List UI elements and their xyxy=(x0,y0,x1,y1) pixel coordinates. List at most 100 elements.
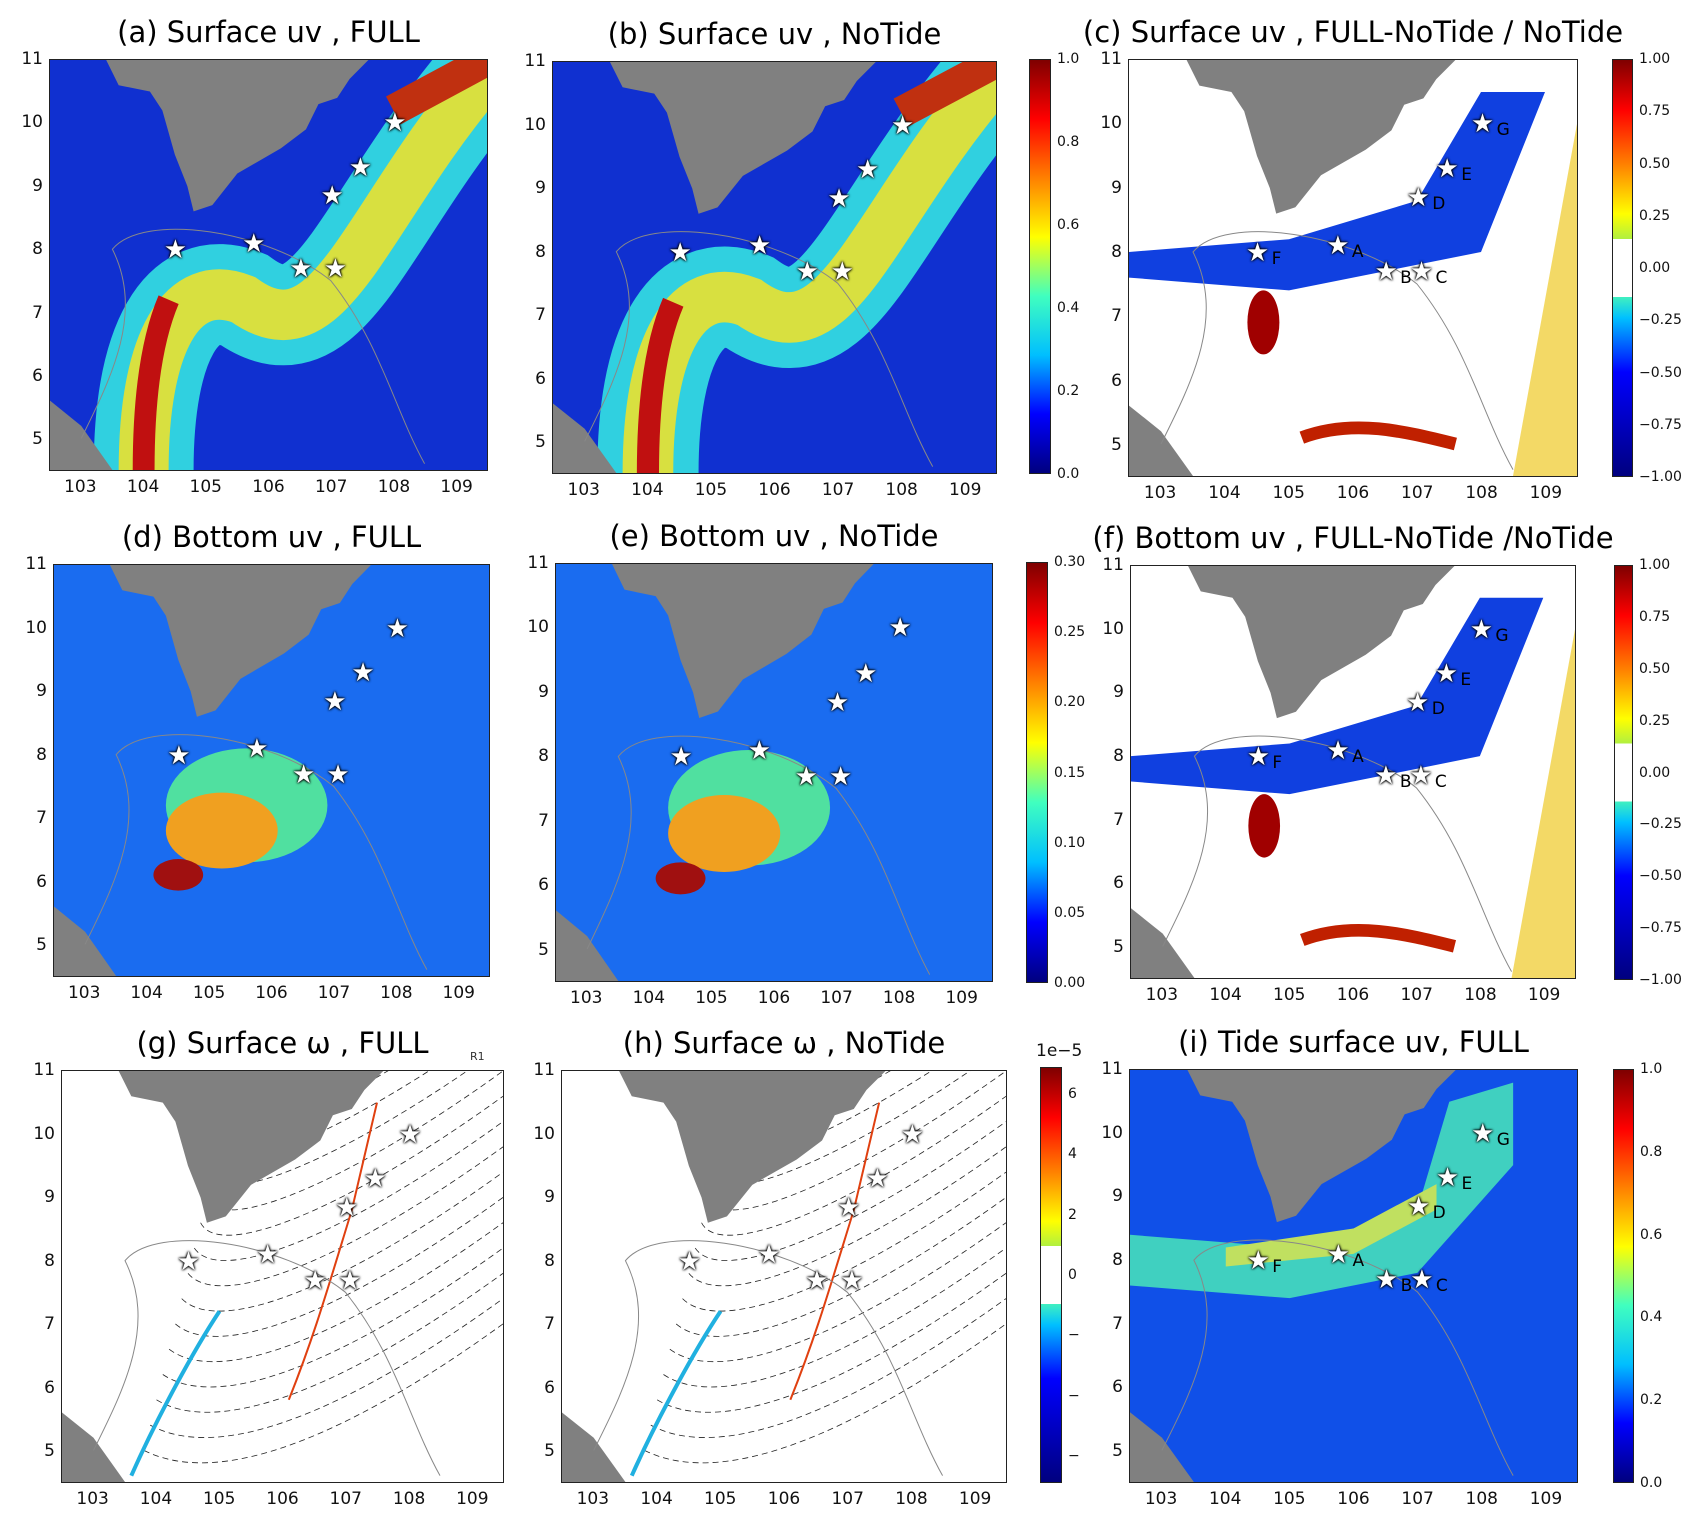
panel-title-c: (c) Surface uv , FULL-NoTide / NoTide xyxy=(1082,15,1624,49)
bathymetry-contour xyxy=(594,1241,943,1476)
lat-tick-label: 6 xyxy=(36,871,47,892)
bathymetry-contour xyxy=(94,1241,441,1476)
lon-tick-label: 103 xyxy=(570,988,603,1008)
vorticity-front xyxy=(790,1103,879,1400)
lon-tick-label: 107 xyxy=(820,988,853,1008)
lat-tick-label: 7 xyxy=(36,808,47,829)
colorbar-tick-label: 0.00 xyxy=(1054,975,1086,991)
land xyxy=(109,565,371,717)
tide-max-band xyxy=(1225,1184,1437,1267)
lat-tick-label: 9 xyxy=(32,175,43,196)
colorbar-tick-label: 0.4 xyxy=(1640,1309,1663,1326)
colorbar-tick-label: 0.75 xyxy=(1639,103,1671,120)
station-star-icon: ★ xyxy=(1246,742,1271,773)
velocity-vectors xyxy=(188,1147,503,1286)
lat-tick-label: 8 xyxy=(1112,1250,1123,1271)
colorbar-tick-label: 0.05 xyxy=(1054,904,1086,921)
velocity-vectors xyxy=(157,1273,504,1412)
velocity-vectors xyxy=(144,1324,503,1463)
velocity-vectors xyxy=(163,1248,503,1387)
station-star-icon: ★ xyxy=(1434,659,1459,690)
velocity-vectors xyxy=(702,1096,1006,1235)
station-star-icon: ★ xyxy=(163,235,188,266)
vorticity-negative-band xyxy=(632,1311,721,1475)
lon-tick-label: 106 xyxy=(767,1489,801,1509)
colorbar-tick-label: 0.8 xyxy=(1640,1143,1663,1160)
land-southwest xyxy=(562,1412,626,1482)
lon-tick-label: 109 xyxy=(1529,1489,1563,1509)
lat-tick-label: 6 xyxy=(32,365,43,386)
lat-tick-label: 11 xyxy=(533,1060,555,1080)
station-label: A xyxy=(1352,1250,1365,1271)
lat-tick-label: 10 xyxy=(25,617,47,638)
lat-tick-label: 6 xyxy=(44,1377,55,1398)
map-panel-h: ★ ★ ★ ★ ★ ★ ★ xyxy=(561,1070,1007,1483)
lon-tick-label: 105 xyxy=(192,983,226,1003)
lat-tick-label: 9 xyxy=(1112,1186,1123,1207)
bottom-speed-max xyxy=(153,859,204,891)
land-southwest xyxy=(54,906,117,976)
station-star-icon: ★ xyxy=(827,183,851,214)
lat-tick-label: 10 xyxy=(533,1123,555,1144)
lat-tick-label: 6 xyxy=(544,1377,555,1398)
velocity-vectors xyxy=(663,1248,1006,1387)
lat-tick-label: 7 xyxy=(544,1314,555,1335)
station-star-icon: ★ xyxy=(176,1246,201,1277)
station-star-icon: ★ xyxy=(825,687,850,718)
velocity-vectors xyxy=(182,1172,503,1311)
colorbar-tick-label: −0.50 xyxy=(1639,364,1682,381)
lat-tick-label: 10 xyxy=(21,112,43,133)
velocity-vectors xyxy=(676,1197,1006,1336)
colorbar-tick-label: 0.15 xyxy=(1054,764,1086,781)
lat-tick-label: 8 xyxy=(535,241,546,262)
colorbar-tick-label: 0 xyxy=(1068,1267,1077,1283)
station-star-icon: ★ xyxy=(1374,257,1398,288)
lat-tick-label: 6 xyxy=(538,875,549,896)
lon-tick-label: 103 xyxy=(76,1489,109,1509)
station-star-icon: ★ xyxy=(829,761,853,792)
station-star-icon: ★ xyxy=(383,108,407,139)
lon-tick-label: 105 xyxy=(694,480,728,500)
lon-tick-label: 107 xyxy=(329,1489,363,1509)
colorbar-tick-label: −0.25 xyxy=(1639,312,1682,329)
station-label: D xyxy=(1431,698,1445,719)
lon-tick-label: 107 xyxy=(314,477,348,497)
station-star-icon: ★ xyxy=(890,110,915,141)
lat-tick-label: 8 xyxy=(544,1250,555,1271)
lon-tick-label: 104 xyxy=(1209,985,1242,1005)
station-star-icon: ★ xyxy=(865,1164,890,1194)
lon-tick-label: 104 xyxy=(631,480,664,500)
vorticity-negative-band xyxy=(131,1311,219,1475)
lon-tick-label: 106 xyxy=(255,983,288,1003)
station-label: B xyxy=(1399,772,1412,793)
lat-tick-label: 5 xyxy=(36,935,47,956)
colorbar-tick-label: − xyxy=(1068,1447,1080,1464)
lat-tick-label: 8 xyxy=(32,239,43,260)
station-star-icon: ★ xyxy=(1470,109,1495,140)
lat-tick-label: 11 xyxy=(1100,49,1122,69)
bathymetry-contour xyxy=(1162,1240,1513,1476)
station-star-icon: ★ xyxy=(1435,1163,1460,1194)
lon-tick-label: 107 xyxy=(1401,1489,1434,1509)
colorbar-tick-label: 4 xyxy=(1068,1146,1077,1163)
lat-tick-label: 5 xyxy=(1113,937,1124,958)
station-star-icon: ★ xyxy=(348,152,373,183)
map-panel-e: ★ ★ ★ ★ ★ ★ ★ xyxy=(555,563,993,982)
panel-title-i: (i) Tide surface uv, FULL xyxy=(1178,1025,1529,1059)
station-star-icon: ★ xyxy=(289,254,313,285)
colorbar-tick-label: 6 xyxy=(1068,1086,1077,1103)
lon-tick-label: 105 xyxy=(1273,985,1306,1005)
colorbar-tick-label: 0.25 xyxy=(1054,624,1086,641)
station-star-icon: ★ xyxy=(323,686,347,717)
lon-tick-label: 107 xyxy=(317,983,351,1003)
lat-tick-label: 5 xyxy=(544,1441,555,1462)
lon-tick-label: 109 xyxy=(945,988,978,1008)
lat-tick-label: 7 xyxy=(535,305,546,326)
lat-tick-label: 11 xyxy=(1102,555,1124,575)
velocity-vectors xyxy=(644,1324,1006,1463)
map-panel-f: ★ F ★ A ★ B ★ C ★ D ★ E ★ G xyxy=(1130,565,1576,979)
lon-tick-label: 109 xyxy=(948,480,982,500)
colorbar-tick-label: 0.50 xyxy=(1639,155,1671,172)
station-label: A xyxy=(1352,746,1364,767)
